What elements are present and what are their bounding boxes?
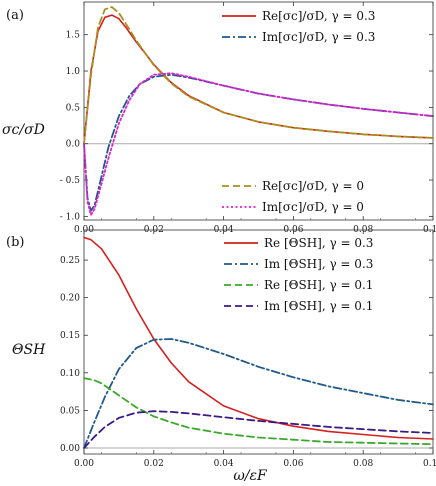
panel-b-xtick-label: 0.10 <box>423 459 436 469</box>
panel-b-xtick-label: 0.04 <box>214 459 234 469</box>
panel-b-label: (b) <box>6 235 24 250</box>
panel-a-legend-label: Im[σc]/σD, γ = 0 <box>262 200 364 214</box>
panel-b-xlabel: ω/εF <box>233 468 268 484</box>
panel-a-legend-2: Re[σc]/σD, γ = 0 Im[σc]/σD, γ = 0 <box>222 179 364 214</box>
panel-b-series-line-0 <box>83 236 434 440</box>
panel-b-series-line-2 <box>83 377 434 446</box>
panel-b-legend-label: Im [ΘSH], γ = 0.1 <box>264 299 373 313</box>
panel-b-ytick-label: 0.15 <box>60 331 80 341</box>
panel-a-legend-label: Re[σc]/σD, γ = 0.3 <box>262 9 375 23</box>
panel-b-frame <box>83 229 434 455</box>
panel-a-legend-1: Re[σc]/σD, γ = 0.3 Im[σc]/σD, γ = 0.3 <box>222 9 375 44</box>
panel-a-series-line-1 <box>83 73 434 212</box>
panel-b-series-line-3 <box>83 410 434 449</box>
panel-b-legend-label: Re [ΘSH], γ = 0.3 <box>264 236 373 250</box>
panel-b-ylabel: ΘSH <box>12 342 46 358</box>
panel-b-ytick-label: 0.05 <box>60 406 80 416</box>
panel-b-xtick-label: 0.08 <box>353 459 373 469</box>
panel-a-ytick-label: 1.5 <box>66 31 81 41</box>
panel-b-xtick-label: 0.00 <box>74 459 94 469</box>
panel-b-legend-1: Re [ΘSH], γ = 0.3 Im [ΘSH], γ = 0.3 Re [ΘS… <box>224 236 373 313</box>
panel-a-ytick-label: 1.0 <box>66 67 81 77</box>
panel-a: (a) σc/σD 0.000.020.040.060.080.101.51.0… <box>2 1 436 235</box>
panel-b-ytick-label: 0.20 <box>60 294 80 304</box>
panel-a-frame <box>83 1 434 221</box>
panel-a-series-line-0 <box>83 14 434 145</box>
panel-a-series-line-3 <box>83 72 434 216</box>
panel-a-series-line-2 <box>83 6 434 145</box>
panel-a-legend-label: Im[σc]/σD, γ = 0.3 <box>262 30 375 44</box>
panel-a-label: (a) <box>6 8 24 23</box>
panel-b-series-line-1 <box>83 338 434 449</box>
panel-b-ytick-label: 0.10 <box>60 369 80 379</box>
panel-b-ytick-label: 0.25 <box>60 256 80 266</box>
panel-a-ylabel: σc/σD <box>2 122 45 138</box>
panel-a-ytick-label: 0.5 <box>66 103 81 113</box>
panel-b-xtick-label: 0.02 <box>144 459 164 469</box>
panel-a-ytick-label: - 1.0 <box>60 212 80 222</box>
panel-a-legend-label: Re[σc]/σD, γ = 0 <box>262 179 364 193</box>
panel-b-xtick-label: 0.06 <box>283 459 303 469</box>
panel-a-ytick-label: - 0.5 <box>60 176 80 186</box>
panel-b-ytick-label: 0.00 <box>60 444 80 454</box>
panel-b-legend-label: Re [ΘSH], γ = 0.1 <box>264 278 373 292</box>
panel-b-legend-label: Im [ΘSH], γ = 0.3 <box>264 257 373 271</box>
panel-a-ytick-label: 0.0 <box>66 140 81 150</box>
panel-b: (b) ΘSH 0.00 0.02 0.04 0.06 0.08 0.10 0.25 0.20… <box>6 229 436 484</box>
